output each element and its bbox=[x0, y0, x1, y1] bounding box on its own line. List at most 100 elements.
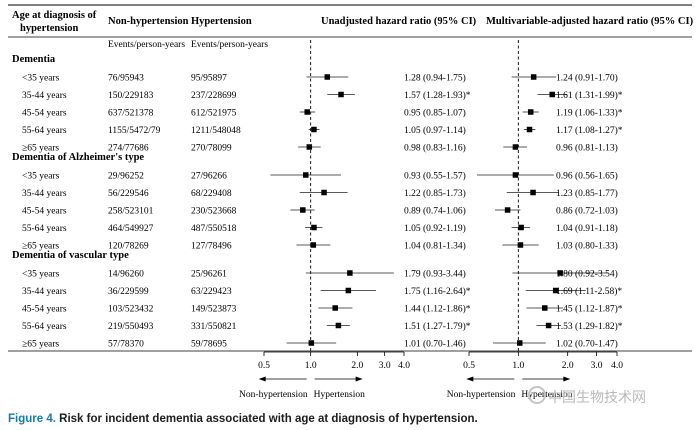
header-age: Age at diagnosis of hypertension bbox=[12, 10, 99, 34]
arrow-left-label: Non-hypertension bbox=[447, 390, 516, 400]
row-hyp-events: 270/78099 bbox=[191, 144, 232, 154]
hr-point bbox=[552, 287, 559, 294]
hr-ci-label: 1.51 (1.27-1.79)* bbox=[404, 321, 471, 332]
row-nonhyp-events: 76/95943 bbox=[108, 74, 144, 84]
row-hyp-events: 59/78695 bbox=[191, 340, 227, 350]
row-hyp-events: 331/550821 bbox=[191, 322, 237, 332]
row-age-label: <35 years bbox=[22, 172, 60, 182]
hr-ci-label: 1.04 (0.91-1.18) bbox=[556, 223, 618, 234]
x-tick-label: 4.0 bbox=[398, 361, 410, 371]
row-hyp-events: 68/229408 bbox=[191, 189, 232, 199]
hr-point bbox=[321, 189, 327, 196]
hr-point bbox=[308, 340, 315, 346]
row-age-label: 45-54 years bbox=[22, 109, 67, 119]
hr-point bbox=[542, 305, 548, 311]
hr-point bbox=[347, 270, 353, 276]
hr-point bbox=[311, 224, 317, 231]
hr-point bbox=[545, 322, 552, 329]
header-multivariable: Multivariable-adjusted hazard ratio (95%… bbox=[486, 16, 694, 27]
hr-point bbox=[516, 340, 523, 346]
x-tick-label: 3.0 bbox=[379, 361, 391, 371]
row-nonhyp-events: 464/549927 bbox=[108, 224, 154, 234]
hr-point bbox=[303, 172, 309, 178]
row-hyp-events: 237/228699 bbox=[191, 91, 237, 101]
hr-ci-label: 1.80 (0.92-3.54) bbox=[556, 269, 618, 280]
rows-layer: Dementia <35 years 76/95943 95/95897 35-44 y… bbox=[12, 54, 241, 350]
watermark-text: 中国生物技术网 bbox=[548, 390, 646, 406]
row-age-label: 35-44 years bbox=[22, 189, 67, 199]
hr-ci-label: 1.24 (0.91-1.70) bbox=[556, 73, 618, 84]
hr-point bbox=[530, 189, 536, 196]
unadjusted-forest-plot: 0.5 1.0 2.0 3.0 4.0 1.28 (0.94-1.75) 1.57 (1.2… bbox=[239, 40, 471, 400]
hr-ci-label: 0.96 (0.56-1.65) bbox=[556, 171, 618, 182]
x-tick-label: 2.0 bbox=[351, 361, 363, 371]
arrow-left-head bbox=[258, 376, 266, 382]
row-nonhyp-events: 637/521378 bbox=[108, 109, 154, 119]
arrow-right-label: Hypertension bbox=[521, 390, 572, 400]
hr-ci-label: 1.61 (1.31-1.99)* bbox=[556, 90, 623, 101]
x-tick-label: 0.5 bbox=[463, 361, 475, 371]
hr-point bbox=[345, 287, 352, 294]
row-age-label: <35 years bbox=[22, 270, 60, 280]
hr-point bbox=[324, 74, 331, 80]
arrow-right-head bbox=[355, 376, 363, 382]
header-unadjusted: Unadjusted hazard ratio (95% CI) bbox=[321, 16, 477, 27]
row-hyp-events: 1211/548048 bbox=[191, 126, 241, 136]
hr-ci-label: 1.02 (0.70-1.47) bbox=[556, 339, 618, 350]
hr-ci-label: 0.89 (0.74-1.06) bbox=[404, 206, 466, 217]
row-age-label: <35 years bbox=[22, 74, 60, 84]
hr-point bbox=[517, 242, 524, 248]
hr-ci-label: 1.28 (0.94-1.75) bbox=[404, 73, 466, 84]
hr-ci-label: 0.93 (0.55-1.57) bbox=[404, 171, 466, 182]
hr-ci-label: 0.95 (0.85-1.07) bbox=[404, 108, 466, 119]
row-nonhyp-events: 36/229599 bbox=[108, 287, 149, 297]
x-tick-label: 0.5 bbox=[258, 361, 270, 371]
x-tick-label: 3.0 bbox=[591, 361, 603, 371]
row-nonhyp-events: 103/523432 bbox=[108, 305, 154, 315]
row-hyp-events: 63/229423 bbox=[191, 287, 232, 297]
hr-ci-label: 1.04 (0.81-1.34) bbox=[404, 241, 466, 252]
header-nonhyp: Non-hypertension bbox=[108, 16, 189, 27]
row-age-label: 45-54 years bbox=[22, 305, 67, 315]
hr-ci-label: 1.53 (1.29-1.82)* bbox=[556, 321, 623, 332]
row-hyp-events: 149/523873 bbox=[191, 305, 237, 315]
hr-point bbox=[527, 109, 534, 115]
x-tick-label: 1.0 bbox=[512, 361, 524, 371]
hr-ci-label: 1.44 (1.12-1.86)* bbox=[404, 304, 471, 315]
hr-point bbox=[306, 144, 313, 150]
row-hyp-events: 487/550518 bbox=[191, 224, 237, 234]
row-age-label: 35-44 years bbox=[22, 287, 67, 297]
hr-ci-label: 1.57 (1.28-1.93)* bbox=[404, 90, 471, 101]
hr-point bbox=[310, 242, 317, 248]
forest-plot-figure: Age at diagnosis of hypertension Non-hyp… bbox=[8, 4, 694, 400]
hr-ci-label: 1.05 (0.92-1.19) bbox=[404, 223, 466, 234]
arrow-left-head bbox=[466, 376, 474, 382]
row-age-label: ≥65 years bbox=[22, 242, 59, 252]
row-age-label: 55-64 years bbox=[22, 322, 67, 332]
hr-point bbox=[530, 74, 537, 80]
hr-point bbox=[512, 144, 519, 150]
x-tick-label: 4.0 bbox=[611, 361, 623, 371]
row-nonhyp-events: 56/229546 bbox=[108, 189, 149, 199]
row-nonhyp-events: 219/550493 bbox=[108, 322, 154, 332]
group-header: Dementia of Alzheimer's type bbox=[12, 152, 144, 163]
row-hyp-events: 612/521975 bbox=[191, 109, 237, 119]
hr-ci-label: 1.69 (1.11-2.58)* bbox=[556, 286, 622, 297]
row-hyp-events: 127/78496 bbox=[191, 242, 232, 252]
row-nonhyp-events: 150/229183 bbox=[108, 91, 154, 101]
row-hyp-events: 95/95897 bbox=[191, 74, 227, 84]
figure-caption: Figure 4. Risk for incident dementia ass… bbox=[8, 413, 478, 425]
hr-point bbox=[300, 207, 306, 213]
hr-point bbox=[557, 270, 563, 276]
hr-ci-label: 0.86 (0.72-1.03) bbox=[556, 206, 618, 217]
row-nonhyp-events: 274/77686 bbox=[108, 144, 149, 154]
hr-ci-label: 0.98 (0.83-1.16) bbox=[404, 143, 466, 154]
hr-ci-label: 1.19 (1.06-1.33)* bbox=[556, 108, 623, 119]
row-nonhyp-events: 120/78269 bbox=[108, 242, 149, 252]
row-nonhyp-events: 57/78370 bbox=[108, 340, 144, 350]
hr-ci-label: 1.22 (0.85-1.73) bbox=[404, 188, 466, 199]
row-age-label: ≥65 years bbox=[22, 144, 59, 154]
header-hyp: Hypertension bbox=[191, 16, 252, 27]
hr-ci-label: 1.75 (1.16-2.64)* bbox=[404, 286, 471, 297]
hr-point bbox=[549, 91, 555, 98]
